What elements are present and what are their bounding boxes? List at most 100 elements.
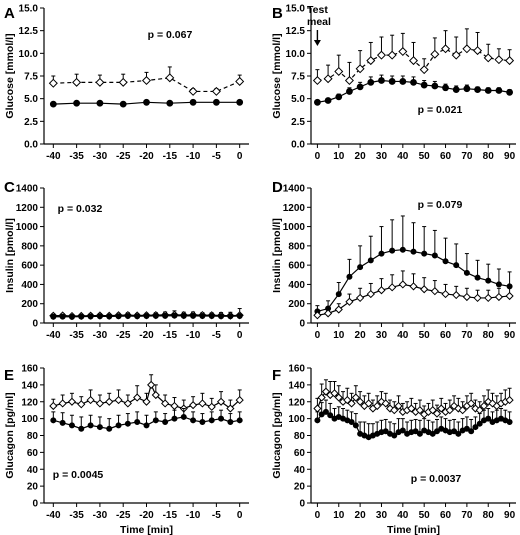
x-tick-label: 0 bbox=[315, 330, 321, 341]
data-point bbox=[68, 313, 75, 320]
x-tick-label: -25 bbox=[116, 151, 131, 162]
data-point bbox=[431, 82, 439, 90]
data-point bbox=[367, 257, 374, 264]
series-filled-circle bbox=[314, 399, 513, 441]
x-tick-label: -5 bbox=[212, 510, 221, 521]
data-point bbox=[152, 312, 159, 319]
data-point bbox=[133, 393, 142, 402]
y-tick-label: 2.5 bbox=[291, 117, 305, 128]
x-tick-label: 10 bbox=[333, 330, 345, 341]
data-point bbox=[378, 250, 385, 257]
x-tick-label: 40 bbox=[397, 330, 409, 341]
y-tick-label: 2.5 bbox=[24, 117, 38, 128]
y-tick-label: 20 bbox=[27, 482, 39, 493]
data-point bbox=[199, 418, 206, 425]
y-tick-label: 1200 bbox=[283, 203, 306, 214]
data-point bbox=[180, 413, 187, 420]
data-point bbox=[463, 269, 470, 276]
series-line bbox=[53, 383, 241, 410]
panel-letter: F bbox=[272, 367, 281, 384]
x-tick-label: -35 bbox=[69, 151, 84, 162]
series-open-diamond bbox=[313, 379, 514, 419]
data-point bbox=[313, 404, 322, 413]
data-point bbox=[327, 412, 334, 419]
x-tick-label: -15 bbox=[163, 151, 178, 162]
series-filled-circle bbox=[50, 408, 243, 432]
data-point bbox=[376, 50, 386, 60]
data-point bbox=[398, 280, 407, 289]
data-point bbox=[317, 393, 326, 402]
y-tick-label: 40 bbox=[27, 465, 39, 476]
data-point bbox=[433, 428, 440, 435]
data-point bbox=[58, 399, 67, 408]
y-tick-label: 800 bbox=[21, 241, 38, 252]
data-point bbox=[462, 292, 471, 302]
data-point bbox=[451, 50, 461, 60]
data-point bbox=[227, 313, 234, 320]
data-point bbox=[96, 99, 104, 107]
x-tick-label: 60 bbox=[440, 151, 452, 162]
y-tick-label: 80 bbox=[294, 431, 306, 442]
series-open-diamond bbox=[48, 66, 245, 96]
x-tick-label: 90 bbox=[504, 510, 516, 521]
x-tick-label: 30 bbox=[376, 510, 388, 521]
y-tick-label: 40 bbox=[294, 465, 306, 476]
x-tick-label: 0 bbox=[237, 330, 243, 341]
y-axis-label: Insulin [pmol/l] bbox=[271, 218, 283, 293]
data-point bbox=[476, 420, 483, 427]
x-tick-label: 70 bbox=[461, 330, 473, 341]
x-tick-label: -30 bbox=[93, 151, 108, 162]
data-point bbox=[48, 78, 58, 88]
x-tick-label: 40 bbox=[397, 510, 409, 521]
x-tick-label: 0 bbox=[237, 151, 243, 162]
data-point bbox=[208, 417, 215, 424]
y-tick-label: 1400 bbox=[16, 184, 39, 195]
data-point bbox=[430, 287, 439, 296]
data-point bbox=[467, 399, 476, 408]
data-point bbox=[115, 313, 122, 320]
data-point bbox=[453, 262, 460, 269]
y-tick-label: 160 bbox=[288, 364, 305, 375]
data-point bbox=[67, 397, 77, 406]
y-axis-label: Insulin [pmol/l] bbox=[4, 218, 16, 293]
data-point bbox=[115, 422, 122, 429]
y-tick-label: 120 bbox=[288, 397, 305, 408]
data-point bbox=[441, 289, 450, 299]
data-point bbox=[50, 313, 57, 320]
data-point bbox=[77, 400, 86, 409]
data-point bbox=[410, 248, 417, 255]
x-tick-label: -10 bbox=[186, 330, 201, 341]
y-tick-label: 200 bbox=[288, 299, 305, 310]
data-point bbox=[474, 274, 481, 281]
data-point bbox=[314, 417, 321, 424]
x-tick-label: -25 bbox=[116, 330, 131, 341]
data-point bbox=[152, 417, 159, 424]
data-point bbox=[389, 247, 396, 254]
data-point bbox=[123, 399, 132, 408]
x-tick-label: 10 bbox=[333, 151, 345, 162]
panel-letter: E bbox=[4, 367, 14, 384]
data-point bbox=[59, 313, 66, 320]
y-tick-label: 400 bbox=[288, 280, 305, 291]
p-value-label: p = 0.0045 bbox=[53, 469, 104, 481]
data-point bbox=[432, 409, 442, 418]
y-tick-label: 600 bbox=[288, 261, 305, 272]
data-point bbox=[118, 77, 128, 87]
data-point bbox=[216, 397, 226, 406]
data-point bbox=[236, 98, 244, 106]
data-point bbox=[421, 250, 428, 257]
data-point bbox=[236, 417, 243, 424]
panel-letter: B bbox=[272, 5, 283, 22]
data-point bbox=[356, 293, 365, 303]
data-point bbox=[472, 424, 479, 431]
annotation-text: meal bbox=[307, 16, 331, 28]
data-point bbox=[394, 401, 403, 411]
data-point bbox=[124, 420, 131, 427]
data-point bbox=[348, 418, 355, 425]
y-tick-label: 1400 bbox=[283, 184, 306, 195]
data-point bbox=[506, 418, 513, 425]
data-point bbox=[142, 397, 151, 406]
data-point bbox=[455, 430, 462, 437]
